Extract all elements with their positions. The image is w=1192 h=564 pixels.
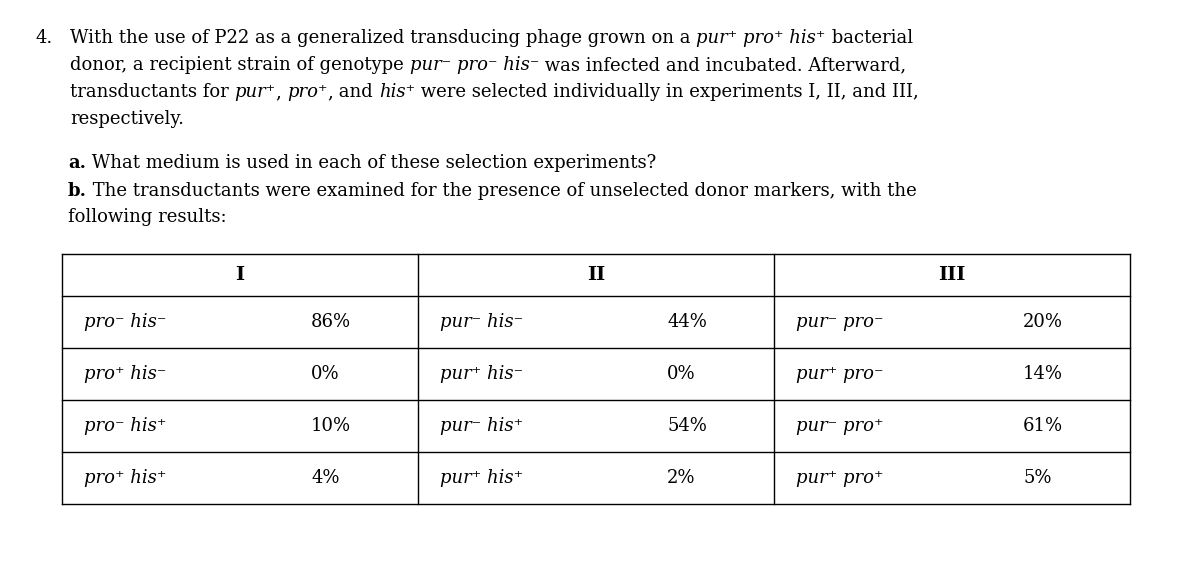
Text: 10%: 10% (311, 417, 352, 435)
Text: 86%: 86% (311, 313, 352, 331)
Text: bacterial: bacterial (826, 29, 913, 47)
Text: donor, a recipient strain of genotype: donor, a recipient strain of genotype (70, 56, 410, 74)
Text: pro⁻ his⁻: pro⁻ his⁻ (83, 313, 167, 331)
Text: pur⁺ pro⁻: pur⁺ pro⁻ (796, 365, 883, 383)
Text: pur⁺: pur⁺ (235, 83, 275, 101)
Text: pur⁻ his⁺: pur⁻ his⁺ (440, 417, 523, 435)
Text: pur⁺ pro⁺: pur⁺ pro⁺ (796, 469, 883, 487)
Text: pro⁺ his⁺: pro⁺ his⁺ (83, 469, 167, 487)
Text: pro⁺: pro⁺ (287, 83, 328, 101)
Text: transductants for: transductants for (70, 83, 235, 101)
Text: pur⁻ his⁻: pur⁻ his⁻ (440, 313, 523, 331)
Text: 20%: 20% (1023, 313, 1063, 331)
Text: pur⁻ pro⁻: pur⁻ pro⁻ (796, 313, 883, 331)
Text: 0%: 0% (668, 365, 696, 383)
Text: 4%: 4% (311, 469, 340, 487)
Text: With the use of P22 as a generalized transducing phage grown on a: With the use of P22 as a generalized tra… (70, 29, 696, 47)
Text: 44%: 44% (668, 313, 707, 331)
Text: and: and (334, 83, 379, 101)
Text: What medium is used in each of these selection experiments?: What medium is used in each of these sel… (86, 154, 657, 172)
Text: his⁺: his⁺ (379, 83, 415, 101)
Text: pur⁺ pro⁺ his⁺: pur⁺ pro⁺ his⁺ (696, 29, 826, 47)
Text: following results:: following results: (68, 208, 226, 226)
Text: 4.: 4. (35, 29, 52, 47)
Text: 0%: 0% (311, 365, 340, 383)
Text: pro⁺ his⁻: pro⁺ his⁻ (83, 365, 167, 383)
Text: III: III (938, 266, 966, 284)
Text: pur⁻ pro⁻ his⁻: pur⁻ pro⁻ his⁻ (410, 56, 539, 74)
Text: 2%: 2% (668, 469, 696, 487)
Text: 14%: 14% (1023, 365, 1063, 383)
Text: pro⁻ his⁺: pro⁻ his⁺ (83, 417, 167, 435)
Text: II: II (586, 266, 606, 284)
Text: b.: b. (68, 182, 87, 200)
Text: 5%: 5% (1023, 469, 1051, 487)
Text: respectively.: respectively. (70, 110, 184, 128)
Text: pur⁺ his⁺: pur⁺ his⁺ (440, 469, 523, 487)
Text: The transductants were examined for the presence of unselected donor markers, wi: The transductants were examined for the … (87, 182, 917, 200)
Text: 54%: 54% (668, 417, 707, 435)
Text: pur⁻ pro⁺: pur⁻ pro⁺ (796, 417, 883, 435)
Text: was infected and incubated. Afterward,: was infected and incubated. Afterward, (539, 56, 906, 74)
Text: a.: a. (68, 154, 86, 172)
Text: pur⁺ his⁻: pur⁺ his⁻ (440, 365, 523, 383)
Text: were selected individually in experiments I, II, and III,: were selected individually in experiment… (415, 83, 919, 101)
Text: ,: , (328, 83, 334, 101)
Text: I: I (236, 266, 244, 284)
Text: 61%: 61% (1023, 417, 1063, 435)
Text: ,: , (275, 83, 281, 101)
